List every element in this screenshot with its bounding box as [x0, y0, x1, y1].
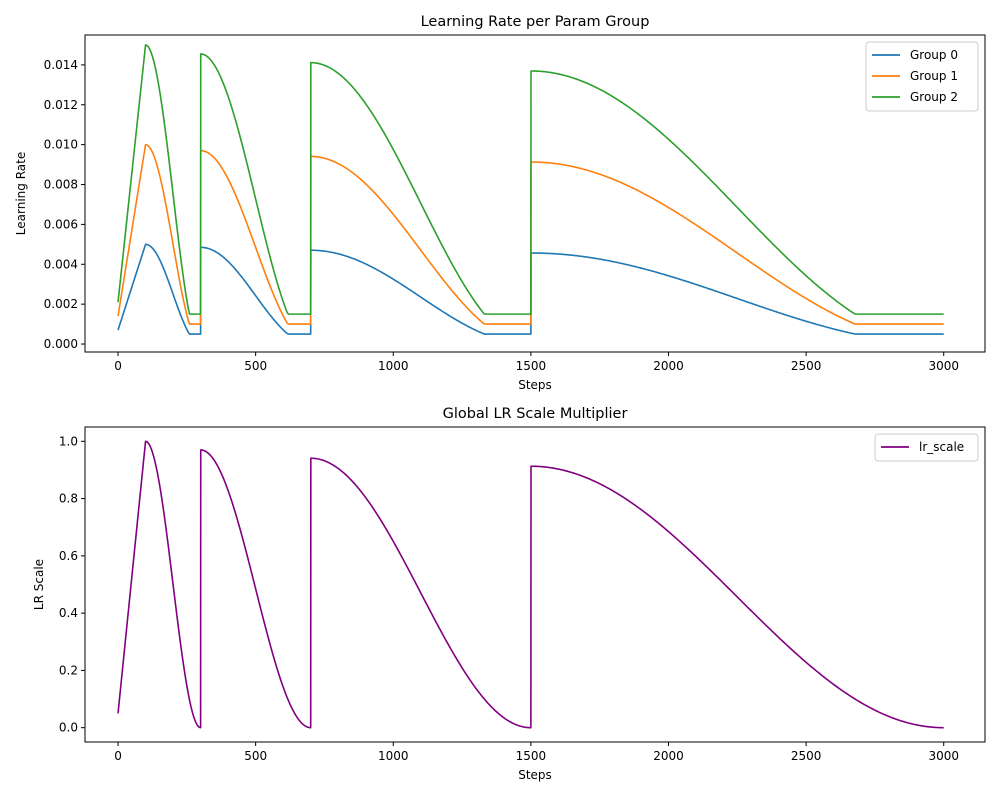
x-axis-title: Steps [518, 768, 552, 782]
legend-label: Group 2 [910, 90, 958, 104]
x-axis-title: Steps [518, 378, 552, 392]
y-tick-label: 0.000 [44, 337, 78, 351]
y-tick-label: 0.014 [44, 58, 78, 72]
legend-label: Group 1 [910, 69, 958, 83]
y-axis-title: LR Scale [32, 559, 46, 610]
series-line-group-2 [117, 44, 944, 315]
legend: Group 0 Group 1 Group 2 [865, 41, 979, 112]
y-tick-label: 0.6 [59, 549, 78, 563]
x-tick-label: 1500 [516, 359, 547, 373]
series-line-lr-scale [117, 440, 944, 729]
x-tick-label: 0 [114, 359, 122, 373]
y-tick-label: 0.2 [59, 663, 78, 677]
x-tick-label: 2500 [791, 749, 822, 763]
chart-panel-1: Global LR Scale Multiplier 0 500 1000 1500 20… [32, 406, 986, 782]
x-tick-label: 500 [244, 359, 267, 373]
series-line-group-0 [117, 243, 944, 335]
legend-label: Group 0 [910, 48, 958, 62]
x-tick-label: 2000 [653, 749, 684, 763]
y-tick-label: 0.006 [44, 217, 78, 231]
y-tick-label: 0.4 [59, 606, 78, 620]
chart-title: Global LR Scale Multiplier [443, 406, 628, 422]
legend-box [865, 41, 979, 112]
chart-title: Learning Rate per Param Group [421, 14, 650, 30]
legend-box [874, 433, 979, 462]
x-tick-label: 1000 [378, 359, 409, 373]
legend: lr_scale [874, 433, 979, 462]
series-line-group-1 [117, 143, 944, 325]
y-tick-label: 1.0 [59, 434, 78, 448]
y-tick-label: 0.002 [44, 297, 78, 311]
x-tick-label: 2000 [653, 359, 684, 373]
y-tick-label: 0.012 [44, 98, 78, 112]
axes-frame [84, 426, 986, 743]
y-axis-title: Learning Rate [14, 152, 28, 235]
y-tick-label: 0.008 [44, 178, 78, 192]
chart-panel-0: Learning Rate per Param Group 0 500 1000 150… [14, 14, 986, 392]
y-tick-label: 0.0 [59, 721, 78, 735]
x-tick-label: 500 [244, 749, 267, 763]
x-tick-label: 1000 [378, 749, 409, 763]
x-tick-label: 0 [114, 749, 122, 763]
legend-label: lr_scale [919, 440, 964, 454]
axes-frame [84, 34, 986, 353]
x-tick-label: 3000 [928, 359, 959, 373]
x-tick-label: 2500 [791, 359, 822, 373]
y-tick-label: 0.004 [44, 257, 78, 271]
y-tick-label: 0.8 [59, 492, 78, 506]
x-tick-label: 3000 [928, 749, 959, 763]
x-tick-label: 1500 [516, 749, 547, 763]
y-tick-label: 0.010 [44, 138, 78, 152]
